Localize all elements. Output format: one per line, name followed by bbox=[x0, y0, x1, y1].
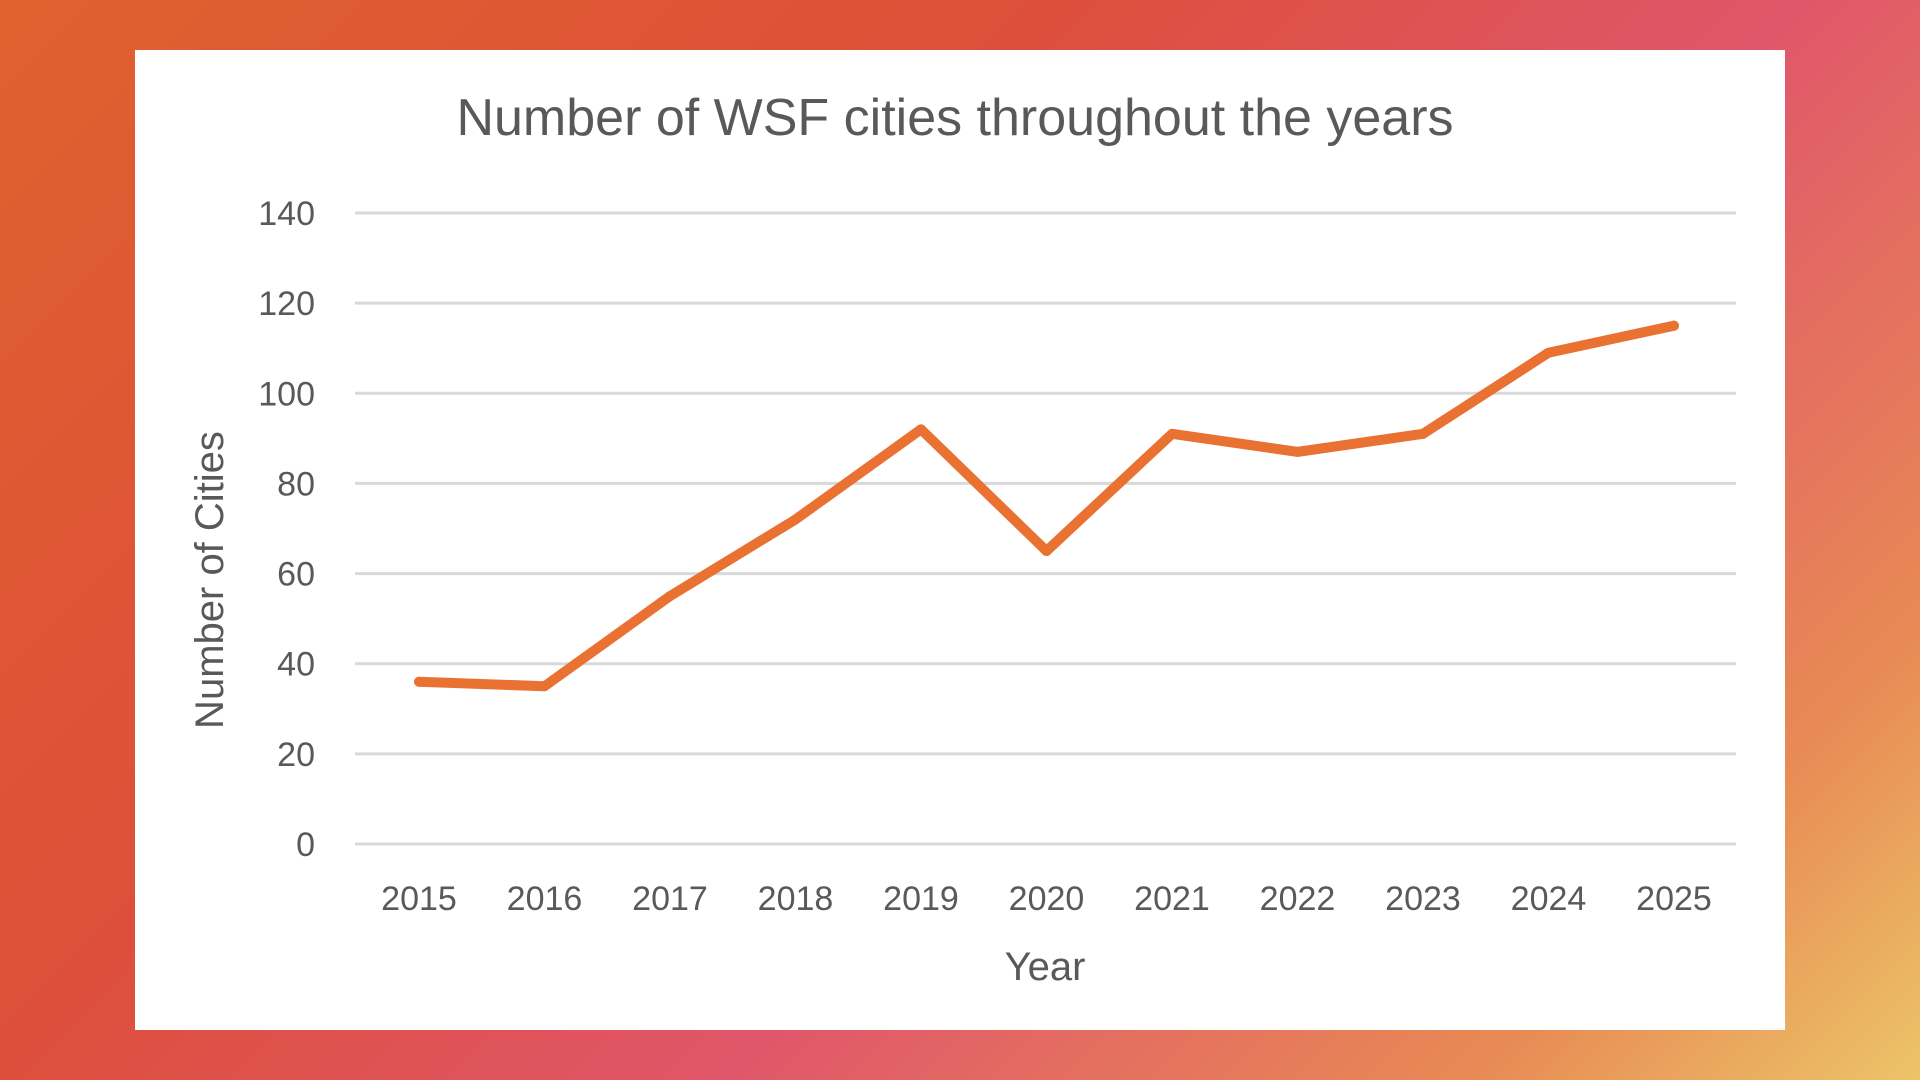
y-tick-label: 80 bbox=[277, 465, 315, 503]
data-point-2018 bbox=[790, 514, 801, 525]
y-tick-label: 120 bbox=[258, 285, 315, 323]
x-tick-label: 2023 bbox=[1385, 880, 1461, 918]
x-tick-label: 2021 bbox=[1134, 880, 1210, 918]
series-line bbox=[414, 320, 1679, 692]
y-tick-label: 20 bbox=[277, 736, 315, 774]
data-point-2017 bbox=[665, 591, 675, 602]
chart-card: Number of WSF cities throughout the year… bbox=[135, 50, 1785, 1030]
data-point-2021 bbox=[1167, 428, 1177, 439]
y-tick-label: 0 bbox=[296, 826, 315, 864]
data-point-2019 bbox=[916, 424, 926, 435]
x-tick-label: 2015 bbox=[381, 880, 457, 918]
y-tick-label: 140 bbox=[258, 195, 315, 233]
x-tick-label: 2024 bbox=[1511, 880, 1587, 918]
y-tick-label: 60 bbox=[277, 556, 315, 594]
y-tick-label: 100 bbox=[258, 375, 315, 413]
x-axis-label: Year bbox=[1005, 945, 1086, 989]
data-point-2023 bbox=[1418, 428, 1428, 439]
x-tick-label: 2018 bbox=[758, 880, 834, 918]
x-tick-label: 2017 bbox=[632, 880, 708, 918]
x-tick-label: 2022 bbox=[1260, 880, 1336, 918]
x-tick-label: 2019 bbox=[883, 880, 959, 918]
y-axis-label: Number of Cities bbox=[188, 431, 232, 729]
data-point-2020 bbox=[1041, 546, 1052, 557]
data-point-2015 bbox=[414, 676, 424, 687]
data-point-2025 bbox=[1669, 320, 1679, 331]
x-tick-label: 2020 bbox=[1009, 880, 1085, 918]
line-chart: Number of WSF cities throughout the year… bbox=[188, 89, 1736, 989]
data-point-2022 bbox=[1292, 446, 1303, 457]
chart-title: Number of WSF cities throughout the year… bbox=[456, 89, 1453, 147]
x-tick-label: 2016 bbox=[507, 880, 583, 918]
y-tick-label: 40 bbox=[277, 646, 315, 684]
data-point-2016 bbox=[539, 681, 550, 692]
data-point-2024 bbox=[1543, 347, 1554, 358]
x-tick-label: 2025 bbox=[1636, 880, 1712, 918]
